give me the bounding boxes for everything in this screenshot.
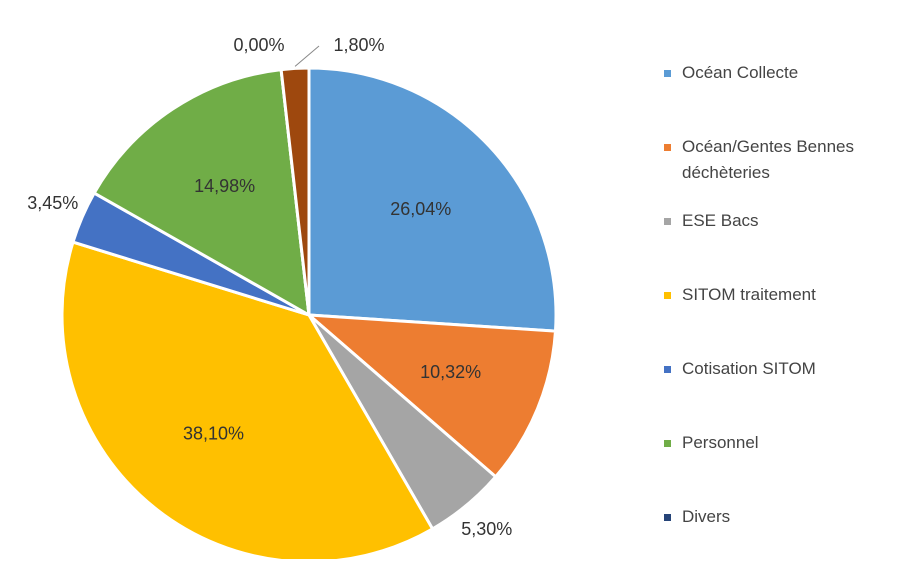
data-label: 5,30% <box>461 519 512 539</box>
legend-item: Cotisation SITOM <box>662 356 897 430</box>
pie-slice <box>307 66 558 333</box>
pie-area: 26,04% 10,32% 5,30% 38,10% 3,45% 14,98% 0,00% 1… <box>27 35 558 559</box>
legend-label: SITOM traitement <box>682 285 816 304</box>
legend-item: SITOM traitement <box>662 282 897 356</box>
legend-item: ESE Bacs <box>662 208 897 282</box>
legend-swatch <box>664 440 671 447</box>
pie-slice <box>60 240 435 559</box>
data-label: 38,10% <box>183 423 244 443</box>
legend-swatch <box>664 70 671 77</box>
legend-swatch <box>664 144 671 151</box>
legend-label: Personnel <box>682 433 759 452</box>
data-label: 0,00% <box>233 35 284 55</box>
legend-swatch <box>664 514 671 521</box>
legend-label: Océan Collecte <box>682 63 799 82</box>
legend-swatch <box>664 292 671 299</box>
data-label: 10,32% <box>420 362 481 382</box>
pie-slice <box>92 67 311 318</box>
legend: Océan Collecte Océan/Gentes Bennes déchèt… <box>662 60 897 578</box>
legend-swatch <box>664 366 671 373</box>
legend-item: Divers <box>662 504 897 578</box>
legend-item: Océan/Gentes Bennes déchèteries <box>662 134 897 208</box>
legend-label: ESE Bacs <box>682 211 759 230</box>
leader-line <box>294 45 320 67</box>
legend-item: Océan Collecte <box>662 60 897 134</box>
data-label: 3,45% <box>27 193 78 213</box>
legend-label: Cotisation SITOM <box>682 359 816 378</box>
pie-slice <box>304 313 558 479</box>
data-label: 14,98% <box>194 176 255 196</box>
legend-swatch <box>664 218 671 225</box>
data-label: 26,04% <box>390 199 451 219</box>
legend-label: Océan/Gentes Bennes déchèteries <box>682 137 855 182</box>
pie-slice <box>279 66 311 316</box>
data-label: 1,80% <box>333 35 384 55</box>
legend-item: Personnel <box>662 430 897 504</box>
chart: 26,04% 10,32% 5,30% 38,10% 3,45% 14,98% 0,00% 1… <box>27 35 854 559</box>
legend-label: Divers <box>682 507 731 526</box>
